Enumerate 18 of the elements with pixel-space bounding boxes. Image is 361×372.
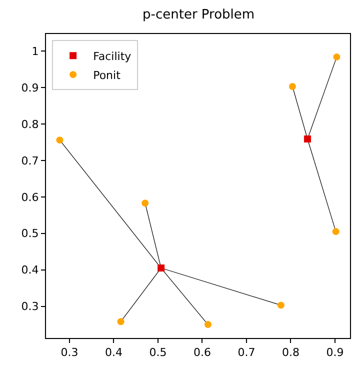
y-tick-label: 0.4 bbox=[21, 264, 39, 277]
y-tick-label: 0.9 bbox=[21, 81, 39, 94]
x-tick-label: 0.5 bbox=[149, 346, 167, 360]
legend-label: Ponit bbox=[93, 68, 122, 82]
y-tick-label: 0.5 bbox=[21, 227, 39, 240]
y-tick-label: 0.7 bbox=[21, 154, 39, 168]
legend-label: Facility bbox=[93, 50, 132, 63]
x-tick-label: 0.4 bbox=[104, 346, 122, 360]
y-tick-label: 0.8 bbox=[21, 118, 39, 131]
x-tick-label: 0.7 bbox=[238, 346, 256, 360]
y-tick-label: 0.3 bbox=[21, 300, 39, 314]
x-tick-label: 0.6 bbox=[193, 346, 211, 360]
y-tick-label: 1 bbox=[32, 44, 39, 58]
x-tick-label: 0.8 bbox=[282, 346, 300, 360]
chart-title: p-center Problem bbox=[142, 7, 255, 22]
x-tick-label: 0.9 bbox=[326, 346, 344, 360]
x-tick-label: 0.3 bbox=[60, 346, 78, 360]
y-tick-label: 0.6 bbox=[21, 190, 39, 204]
